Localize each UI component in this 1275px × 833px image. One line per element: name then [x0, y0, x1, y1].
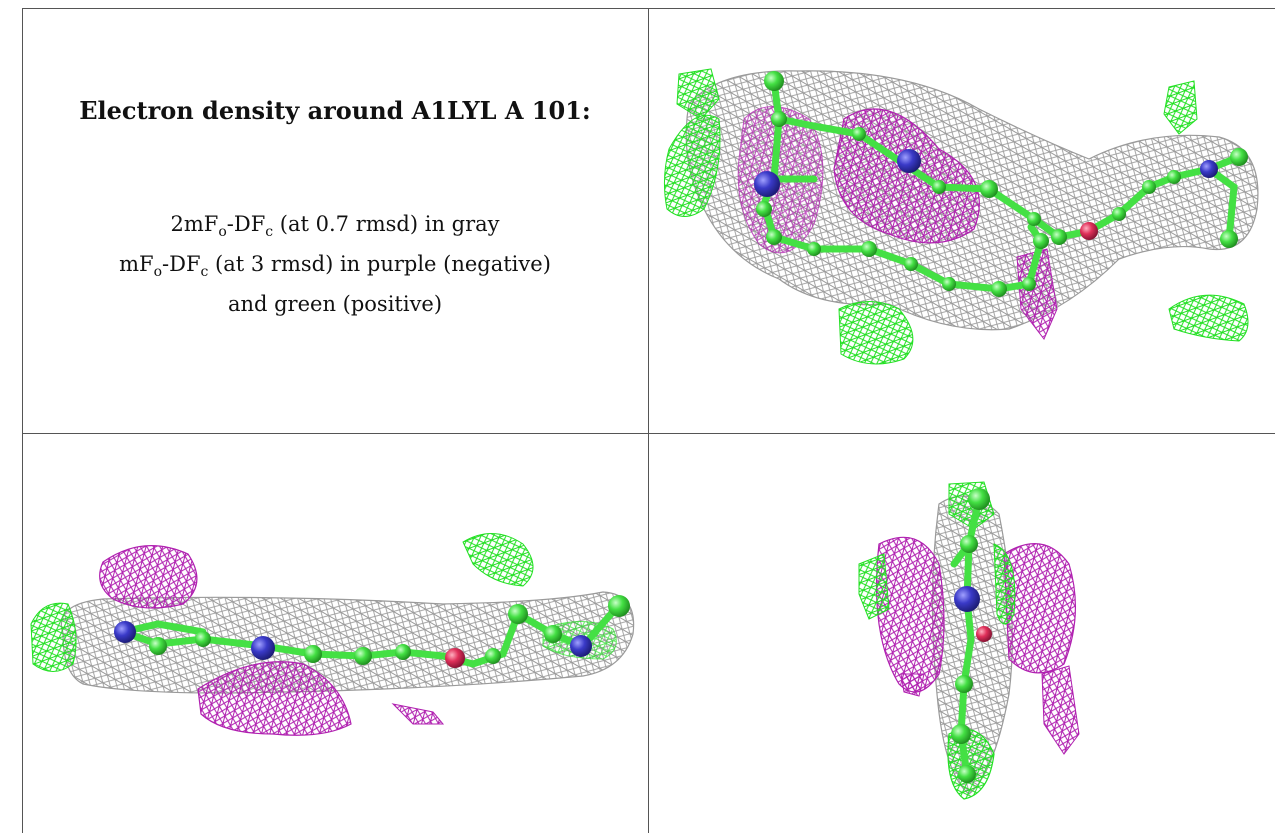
caption-line-gray: 2mFo-DFc (at 0.7 rmsd) in gray [170, 212, 500, 241]
positive-density-mesh [462, 533, 534, 587]
positive-density-mesh [858, 553, 890, 620]
density-view-top-right [649, 9, 1275, 433]
negative-density-mesh [875, 536, 945, 693]
caption-line-positive: and green (positive) [227, 292, 443, 317]
gray-density-mesh [60, 591, 635, 694]
ligand-atoms [114, 595, 630, 668]
table-divider-vertical [648, 8, 649, 833]
caption-title: Electron density around A1LYL A 101: [79, 96, 591, 125]
positive-density-mesh [1163, 80, 1198, 135]
negative-density-mesh [391, 703, 445, 725]
negative-density-mesh [99, 545, 198, 609]
negative-density-mesh [197, 661, 352, 736]
caption-line-difference: mFo-DFc (at 3 rmsd) in purple (negative) [119, 252, 551, 281]
ligand-atoms [754, 71, 1248, 297]
caption-cell: Electron density around A1LYL A 101: 2mF… [22, 8, 648, 432]
positive-density-mesh [676, 68, 720, 120]
negative-density-mesh [1041, 665, 1080, 755]
positive-density-mesh [993, 543, 1016, 625]
negative-density-mesh [1003, 543, 1077, 674]
ligand-atoms [951, 488, 992, 783]
density-view-bottom-left [23, 434, 648, 833]
table-divider-horizontal [22, 433, 1275, 434]
caption-description: 2mFo-DFc (at 0.7 rmsd) in gray mFo-DFc (… [22, 208, 648, 320]
positive-density-mesh [30, 602, 77, 672]
table-border-left [22, 8, 23, 833]
density-render-2 [30, 533, 635, 736]
density-view-bottom-right [649, 434, 1275, 833]
density-render-1 [663, 68, 1259, 365]
positive-density-mesh [838, 301, 914, 365]
negative-density-mesh [900, 673, 925, 697]
positive-density-mesh [1168, 294, 1249, 342]
density-render-3 [858, 481, 1080, 800]
